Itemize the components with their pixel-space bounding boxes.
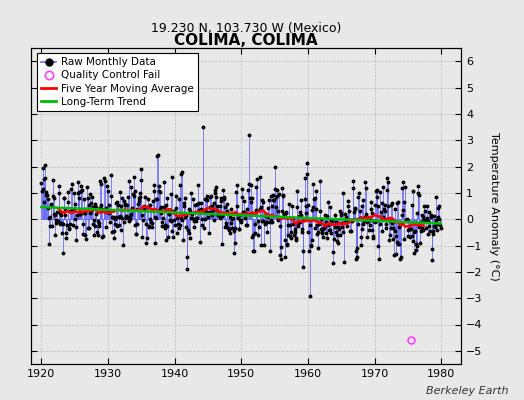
Legend: Raw Monthly Data, Quality Control Fail, Five Year Moving Average, Long-Term Tren: Raw Monthly Data, Quality Control Fail, … [37, 53, 198, 111]
Y-axis label: Temperature Anomaly (°C): Temperature Anomaly (°C) [489, 132, 499, 280]
Text: 19.230 N, 103.730 W (Mexico): 19.230 N, 103.730 W (Mexico) [151, 22, 342, 35]
Text: Berkeley Earth: Berkeley Earth [426, 386, 508, 396]
Title: COLIMA, COLIMA: COLIMA, COLIMA [174, 33, 318, 48]
